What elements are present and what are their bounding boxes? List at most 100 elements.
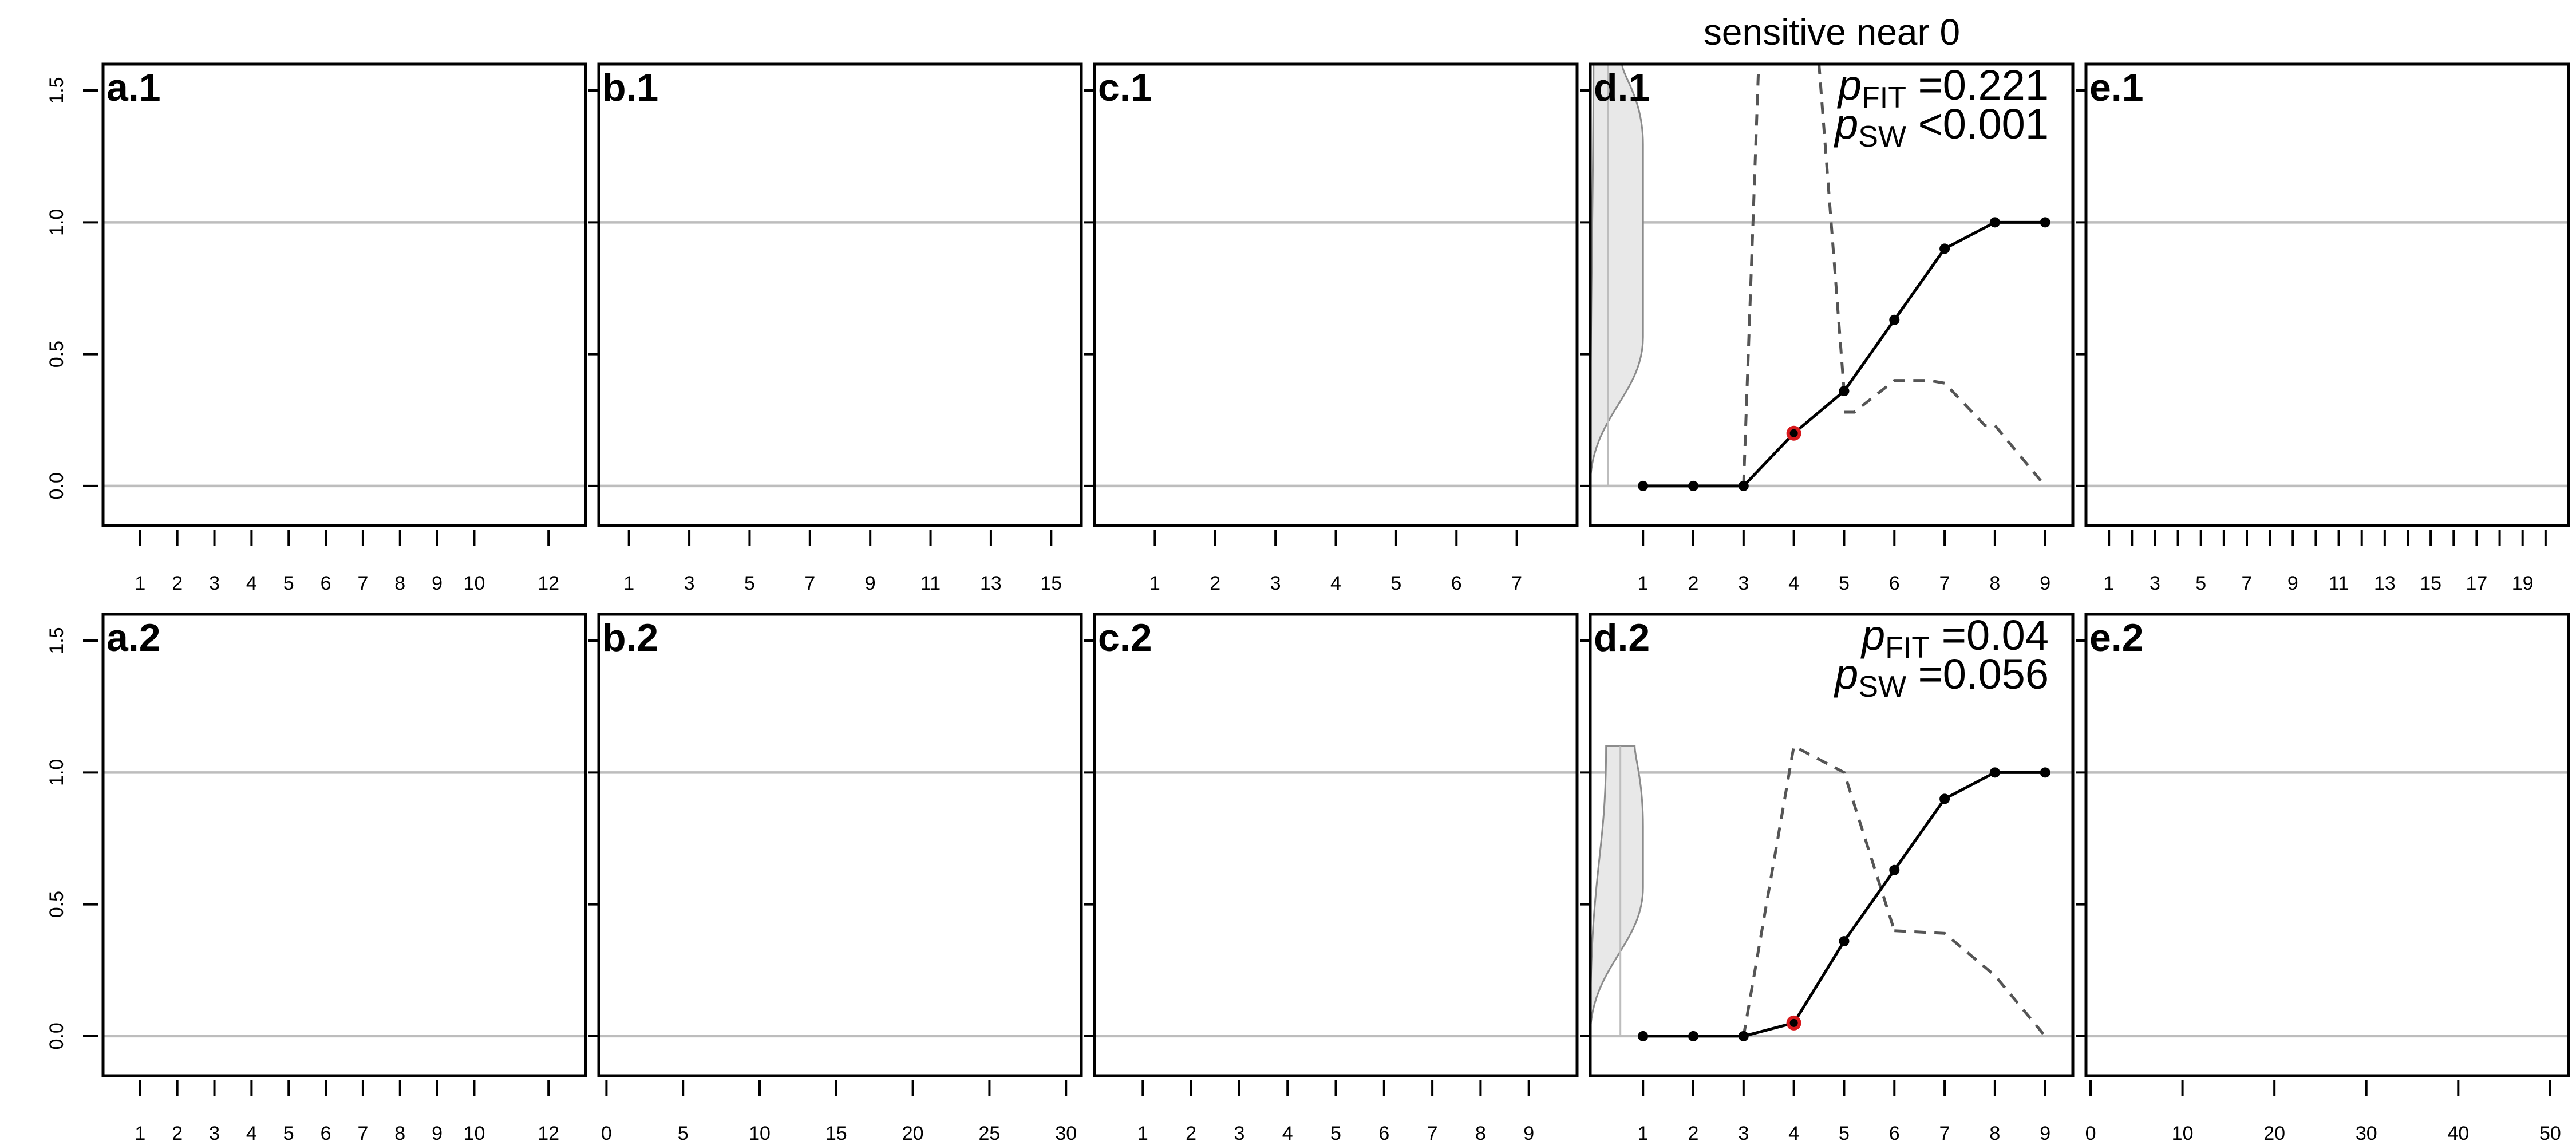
data-point	[1939, 243, 1950, 254]
data-point	[1889, 314, 1900, 325]
x-tick-label: 4	[246, 572, 257, 594]
x-tick-label: 30	[2356, 1123, 2377, 1144]
x-tick-label: 5	[1330, 1123, 1341, 1144]
y-tick-label: 1.5	[46, 77, 68, 104]
panel-c-1: 1 2 3 4 5 6 7 c.1	[1084, 62, 1579, 594]
x-tick-label: 7	[1511, 572, 1522, 594]
panel-title: b.1	[602, 66, 658, 109]
panel-frame	[101, 613, 587, 1077]
x-tick-label: 13	[980, 572, 1002, 594]
dashed-upper-line	[1742, 744, 1896, 1037]
x-tick-label: 5	[2195, 572, 2206, 594]
x-tick-label: 9	[2040, 572, 2050, 594]
data-point	[2040, 217, 2050, 228]
panel-frame	[2084, 613, 2570, 1077]
x-tick-label: 0	[2085, 1123, 2096, 1144]
x-tick-label: 8	[1989, 572, 2000, 594]
x-tick-label: 10	[2172, 1123, 2194, 1144]
data-point	[1638, 1030, 1649, 1041]
y-tick-label: 1.0	[46, 759, 68, 786]
x-tick-label: 1	[1137, 1123, 1148, 1144]
x-tick-label: 10	[464, 572, 485, 594]
dashed-lower-line	[1844, 379, 2046, 487]
p-fit-annotation: pFIT =0.04	[1860, 611, 2049, 665]
x-tick-label: 1	[1149, 572, 1160, 594]
density-violin	[1590, 64, 1644, 486]
plot-area	[103, 221, 586, 488]
x-tick-label: 1	[2104, 572, 2115, 594]
x-tick-label: 5	[283, 1123, 294, 1144]
panel-e-2: 0 10 20 30 40 50 e.2	[2076, 613, 2570, 1144]
data-point	[1738, 480, 1749, 491]
x-tick-label: 7	[2242, 572, 2253, 594]
x-tick-label: 1	[1638, 572, 1649, 594]
x-tick-label: 20	[2263, 1123, 2285, 1144]
data-point	[2040, 767, 2050, 778]
panel-frame	[1589, 62, 2075, 527]
x-tick-label: 17	[2466, 572, 2488, 594]
x-tick-label: 5	[1839, 1123, 1850, 1144]
x-tick-label: 11	[920, 572, 941, 594]
series-line	[1643, 771, 2045, 1038]
panel-frame	[1589, 613, 2075, 1077]
x-tick-label: 2	[1688, 1123, 1699, 1144]
x-tick-label: 12	[538, 572, 559, 594]
data-point	[1839, 936, 1850, 947]
x-tick-label: 8	[394, 1123, 405, 1144]
x-tick-label: 12	[538, 1123, 559, 1144]
x-tick-label: 5	[1390, 572, 1401, 594]
y-tick-label: 0.0	[46, 472, 68, 499]
data-point	[1688, 480, 1699, 491]
plot-area	[2086, 771, 2569, 1038]
x-tick-label: 8	[1475, 1123, 1486, 1144]
x-tick-label: 2	[172, 572, 183, 594]
x-tick-label: 4	[1330, 572, 1341, 594]
y-tick-label: 0.5	[46, 341, 68, 368]
x-tick-label: 10	[464, 1123, 485, 1144]
data-point	[1638, 480, 1649, 491]
plot-area	[1095, 221, 1577, 488]
panel-title: c.2	[1098, 616, 1152, 660]
plot-area	[1095, 771, 1577, 1038]
dashed-upper-line	[1742, 64, 1846, 487]
data-point	[1889, 864, 1900, 875]
x-tick-label: 3	[209, 572, 220, 594]
p-sw-annotation: pSW <0.001	[1834, 100, 2049, 153]
data-point	[1989, 767, 2000, 778]
panel-grid: 1 2 3 4 5 6 7 8 9 10 120.00.51.01.5 a.11 3 5 7 9 11 13 15b…	[46, 61, 2570, 1144]
plot-area	[1590, 744, 2073, 1038]
x-tick-label: 3	[1738, 1123, 1749, 1144]
x-tick-label: 20	[902, 1123, 924, 1144]
highlight-point-core	[1789, 1018, 1798, 1027]
x-tick-label: 7	[1939, 1123, 1950, 1144]
x-tick-label: 19	[2512, 572, 2534, 594]
x-tick-label: 6	[1889, 1123, 1900, 1144]
x-tick-label: 1	[135, 572, 145, 594]
x-tick-label: 9	[1523, 1123, 1534, 1144]
highlight-point-core	[1789, 429, 1798, 437]
panel-title: d.1	[1594, 66, 1650, 109]
x-tick-label: 8	[394, 572, 405, 594]
data-point	[1939, 793, 1950, 804]
x-tick-label: 5	[283, 572, 294, 594]
x-tick-label: 4	[246, 1123, 257, 1144]
panel-title: e.1	[2089, 66, 2144, 109]
x-tick-label: 5	[744, 572, 755, 594]
x-tick-label: 2	[172, 1123, 183, 1144]
x-tick-label: 1	[623, 572, 634, 594]
panel-b-1: 1 3 5 7 9 11 13 15b.1	[588, 62, 1083, 594]
plot-area	[2086, 221, 2569, 488]
panel-a-2: 1 2 3 4 5 6 7 8 9 10 120.00.51.01.5 a.2	[46, 613, 587, 1144]
panel-e-1: 1 3 5 7 9 11 13 15 17 19e.1	[2076, 62, 2570, 594]
dashed-lower-line	[1894, 929, 2046, 1037]
x-tick-label: 7	[804, 572, 815, 594]
x-tick-label: 15	[1040, 572, 1062, 594]
x-tick-label: 3	[1270, 572, 1281, 594]
panel-frame	[1093, 613, 1579, 1077]
data-point	[1688, 1030, 1699, 1041]
figure-title: sensitive near 0	[1704, 11, 1960, 53]
x-tick-label: 8	[1989, 1123, 2000, 1144]
